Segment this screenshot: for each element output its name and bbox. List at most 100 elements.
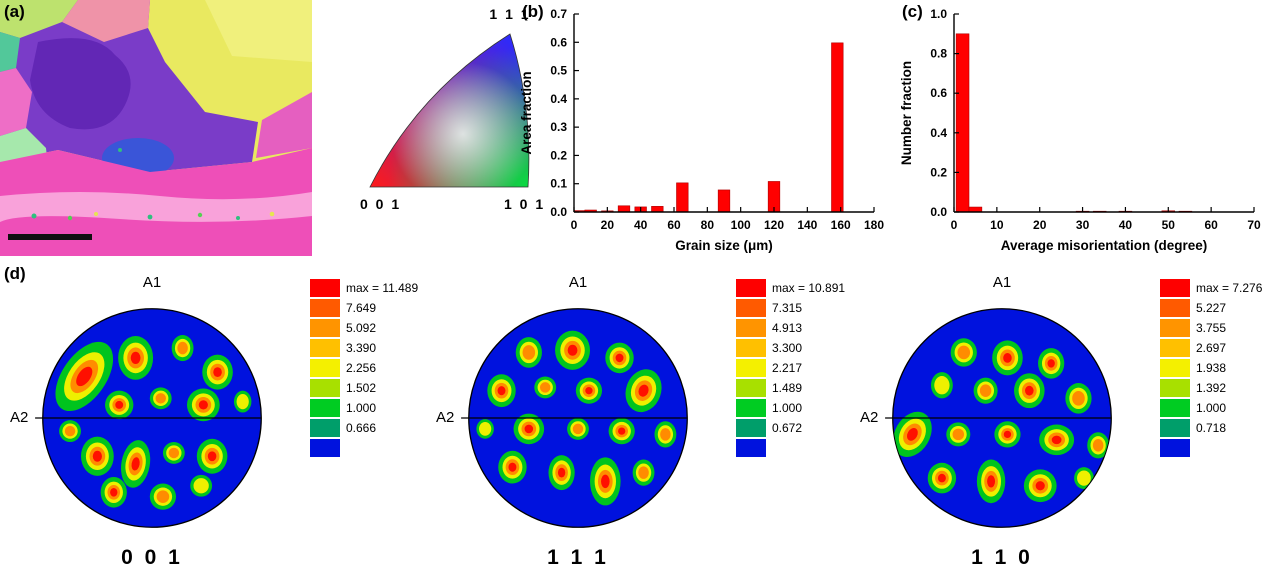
legend-row: 2.697 xyxy=(1160,338,1262,357)
legend-value-label: 2.217 xyxy=(772,360,803,375)
svg-text:Area fraction: Area fraction xyxy=(519,71,534,154)
ebsd-map-image xyxy=(0,0,312,256)
legend-color-box xyxy=(736,398,766,417)
pf-axis-a1-label: A1 xyxy=(142,274,162,291)
legend-color-box xyxy=(310,278,340,297)
legend-value-label: 2.256 xyxy=(346,360,377,375)
pf-axis-a2-label: A2 xyxy=(10,409,29,426)
misorientation-distribution-svg: 0 10 20 30 40 50 60 70 0.0 0.2 0.4 0.6 0.8 1.0 Average… xyxy=(899,7,1261,253)
svg-text:Grain size (μm): Grain size (μm) xyxy=(675,238,773,253)
legend-color-box xyxy=(310,358,340,377)
legend-color-box xyxy=(736,438,766,457)
legend-color-box xyxy=(1160,358,1190,377)
svg-text:10: 10 xyxy=(990,218,1004,232)
legend-color-box xyxy=(310,318,340,337)
pole-figure-legend-001: max = 11.489 7.649 5.092 3.390 2.256 1.502 1.0… xyxy=(310,278,418,458)
legend-value-label: 1.000 xyxy=(1196,400,1227,415)
ipf-corner-101-label: 1 0 1 xyxy=(504,196,546,212)
svg-text:140: 140 xyxy=(797,218,817,232)
pole-figure-group-110: A1 A2 1 1 0 max = 7.276 5.227 3.755 2.697 1.… xyxy=(858,262,1269,586)
svg-text:0.4: 0.4 xyxy=(550,92,567,106)
pole-figure-title-001: 0 0 1 xyxy=(121,546,183,569)
legend-color-box xyxy=(310,298,340,317)
legend-row: 3.390 xyxy=(310,338,418,357)
legend-row: 3.300 xyxy=(736,338,845,357)
pole-figure-canvas-110 xyxy=(884,300,1120,536)
legend-row: 0.672 xyxy=(736,418,845,437)
legend-row: 2.256 xyxy=(310,358,418,377)
pf-axis-a2-label: A2 xyxy=(436,409,455,426)
legend-value-label: 7.649 xyxy=(346,300,377,315)
legend-row: 2.217 xyxy=(736,358,845,377)
legend-row: 7.315 xyxy=(736,298,845,317)
panel-label-b: (b) xyxy=(522,2,544,21)
pole-figure-svg xyxy=(461,308,688,528)
svg-text:180: 180 xyxy=(864,218,884,232)
legend-row xyxy=(736,438,845,457)
pole-figure-title-111: 1 1 1 xyxy=(547,546,609,569)
legend-color-box xyxy=(1160,378,1190,397)
legend-value-label: max = 10.891 xyxy=(772,280,846,295)
legend-value-label: 5.092 xyxy=(346,320,377,335)
legend-color-box xyxy=(310,438,340,457)
legend-color-box xyxy=(1160,438,1190,457)
legend-row: 5.092 xyxy=(310,318,418,337)
legend-value-label: 0.672 xyxy=(772,420,803,435)
svg-text:0.5: 0.5 xyxy=(550,64,567,78)
legend-row: 1.000 xyxy=(310,398,418,417)
legend-row: 1.938 xyxy=(1160,358,1262,377)
svg-text:0.0: 0.0 xyxy=(930,205,947,219)
svg-text:70: 70 xyxy=(1247,218,1261,232)
svg-text:100: 100 xyxy=(731,218,751,232)
legend-color-box xyxy=(310,418,340,437)
svg-text:80: 80 xyxy=(701,218,715,232)
svg-text:0.3: 0.3 xyxy=(550,120,567,134)
pf-axis-a2-label: A2 xyxy=(860,409,879,426)
legend-row: 1.502 xyxy=(310,378,418,397)
legend-value-label: max = 7.276 xyxy=(1196,280,1263,295)
misorientation-chart: 0 10 20 30 40 50 60 70 0.0 0.2 0.4 0.6 0.8 1.0 Average… xyxy=(896,0,1268,258)
legend-value-label: 3.755 xyxy=(1196,320,1227,335)
svg-text:0: 0 xyxy=(951,218,958,232)
svg-text:0.7: 0.7 xyxy=(550,7,567,21)
panel-label-a: (a) xyxy=(4,2,25,21)
legend-value-label: 7.315 xyxy=(772,300,803,315)
panel-label-d: (d) xyxy=(4,264,26,283)
legend-color-box xyxy=(1160,338,1190,357)
legend-value-label: 2.697 xyxy=(1196,340,1227,355)
svg-text:160: 160 xyxy=(831,218,851,232)
legend-row: 0.718 xyxy=(1160,418,1262,437)
legend-color-box xyxy=(310,378,340,397)
legend-value-label: 4.913 xyxy=(772,320,803,335)
pole-figure-canvas-111 xyxy=(460,300,696,536)
legend-row: 0.666 xyxy=(310,418,418,437)
legend-color-box xyxy=(736,338,766,357)
grain-size-distribution-svg: 0 20 40 60 80 100 120 140 160 180 0.0 0.1 0.2 0.3 0.4 0… xyxy=(519,7,884,253)
pole-figure-canvas-001 xyxy=(34,300,270,536)
svg-text:40: 40 xyxy=(1119,218,1133,232)
svg-text:0.2: 0.2 xyxy=(550,148,567,162)
ipf-corner-001-label: 0 0 1 xyxy=(360,196,402,212)
svg-text:60: 60 xyxy=(1204,218,1218,232)
pole-figure-group-001: A1 A2 0 0 1 max = 11.489 7.649 5.092 3.390 2… xyxy=(8,262,432,586)
svg-text:120: 120 xyxy=(764,218,784,232)
legend-row: 5.227 xyxy=(1160,298,1262,317)
svg-text:60: 60 xyxy=(667,218,681,232)
svg-text:Number fraction: Number fraction xyxy=(899,61,914,165)
legend-color-box xyxy=(1160,298,1190,317)
svg-text:40: 40 xyxy=(634,218,648,232)
svg-text:0.1: 0.1 xyxy=(550,177,567,191)
legend-color-box xyxy=(736,298,766,317)
svg-text:Average misorientation (degree: Average misorientation (degree) xyxy=(1001,238,1208,253)
legend-color-box xyxy=(736,278,766,297)
legend-row xyxy=(310,438,418,457)
svg-text:20: 20 xyxy=(601,218,615,232)
svg-text:0.2: 0.2 xyxy=(930,165,947,179)
svg-text:50: 50 xyxy=(1162,218,1176,232)
svg-text:0.6: 0.6 xyxy=(930,86,947,100)
legend-value-label: 1.489 xyxy=(772,380,803,395)
legend-value-label: 1.000 xyxy=(346,400,377,415)
ipf-corner-111-label: 1 1 1 xyxy=(489,6,531,22)
legend-row: 4.913 xyxy=(736,318,845,337)
